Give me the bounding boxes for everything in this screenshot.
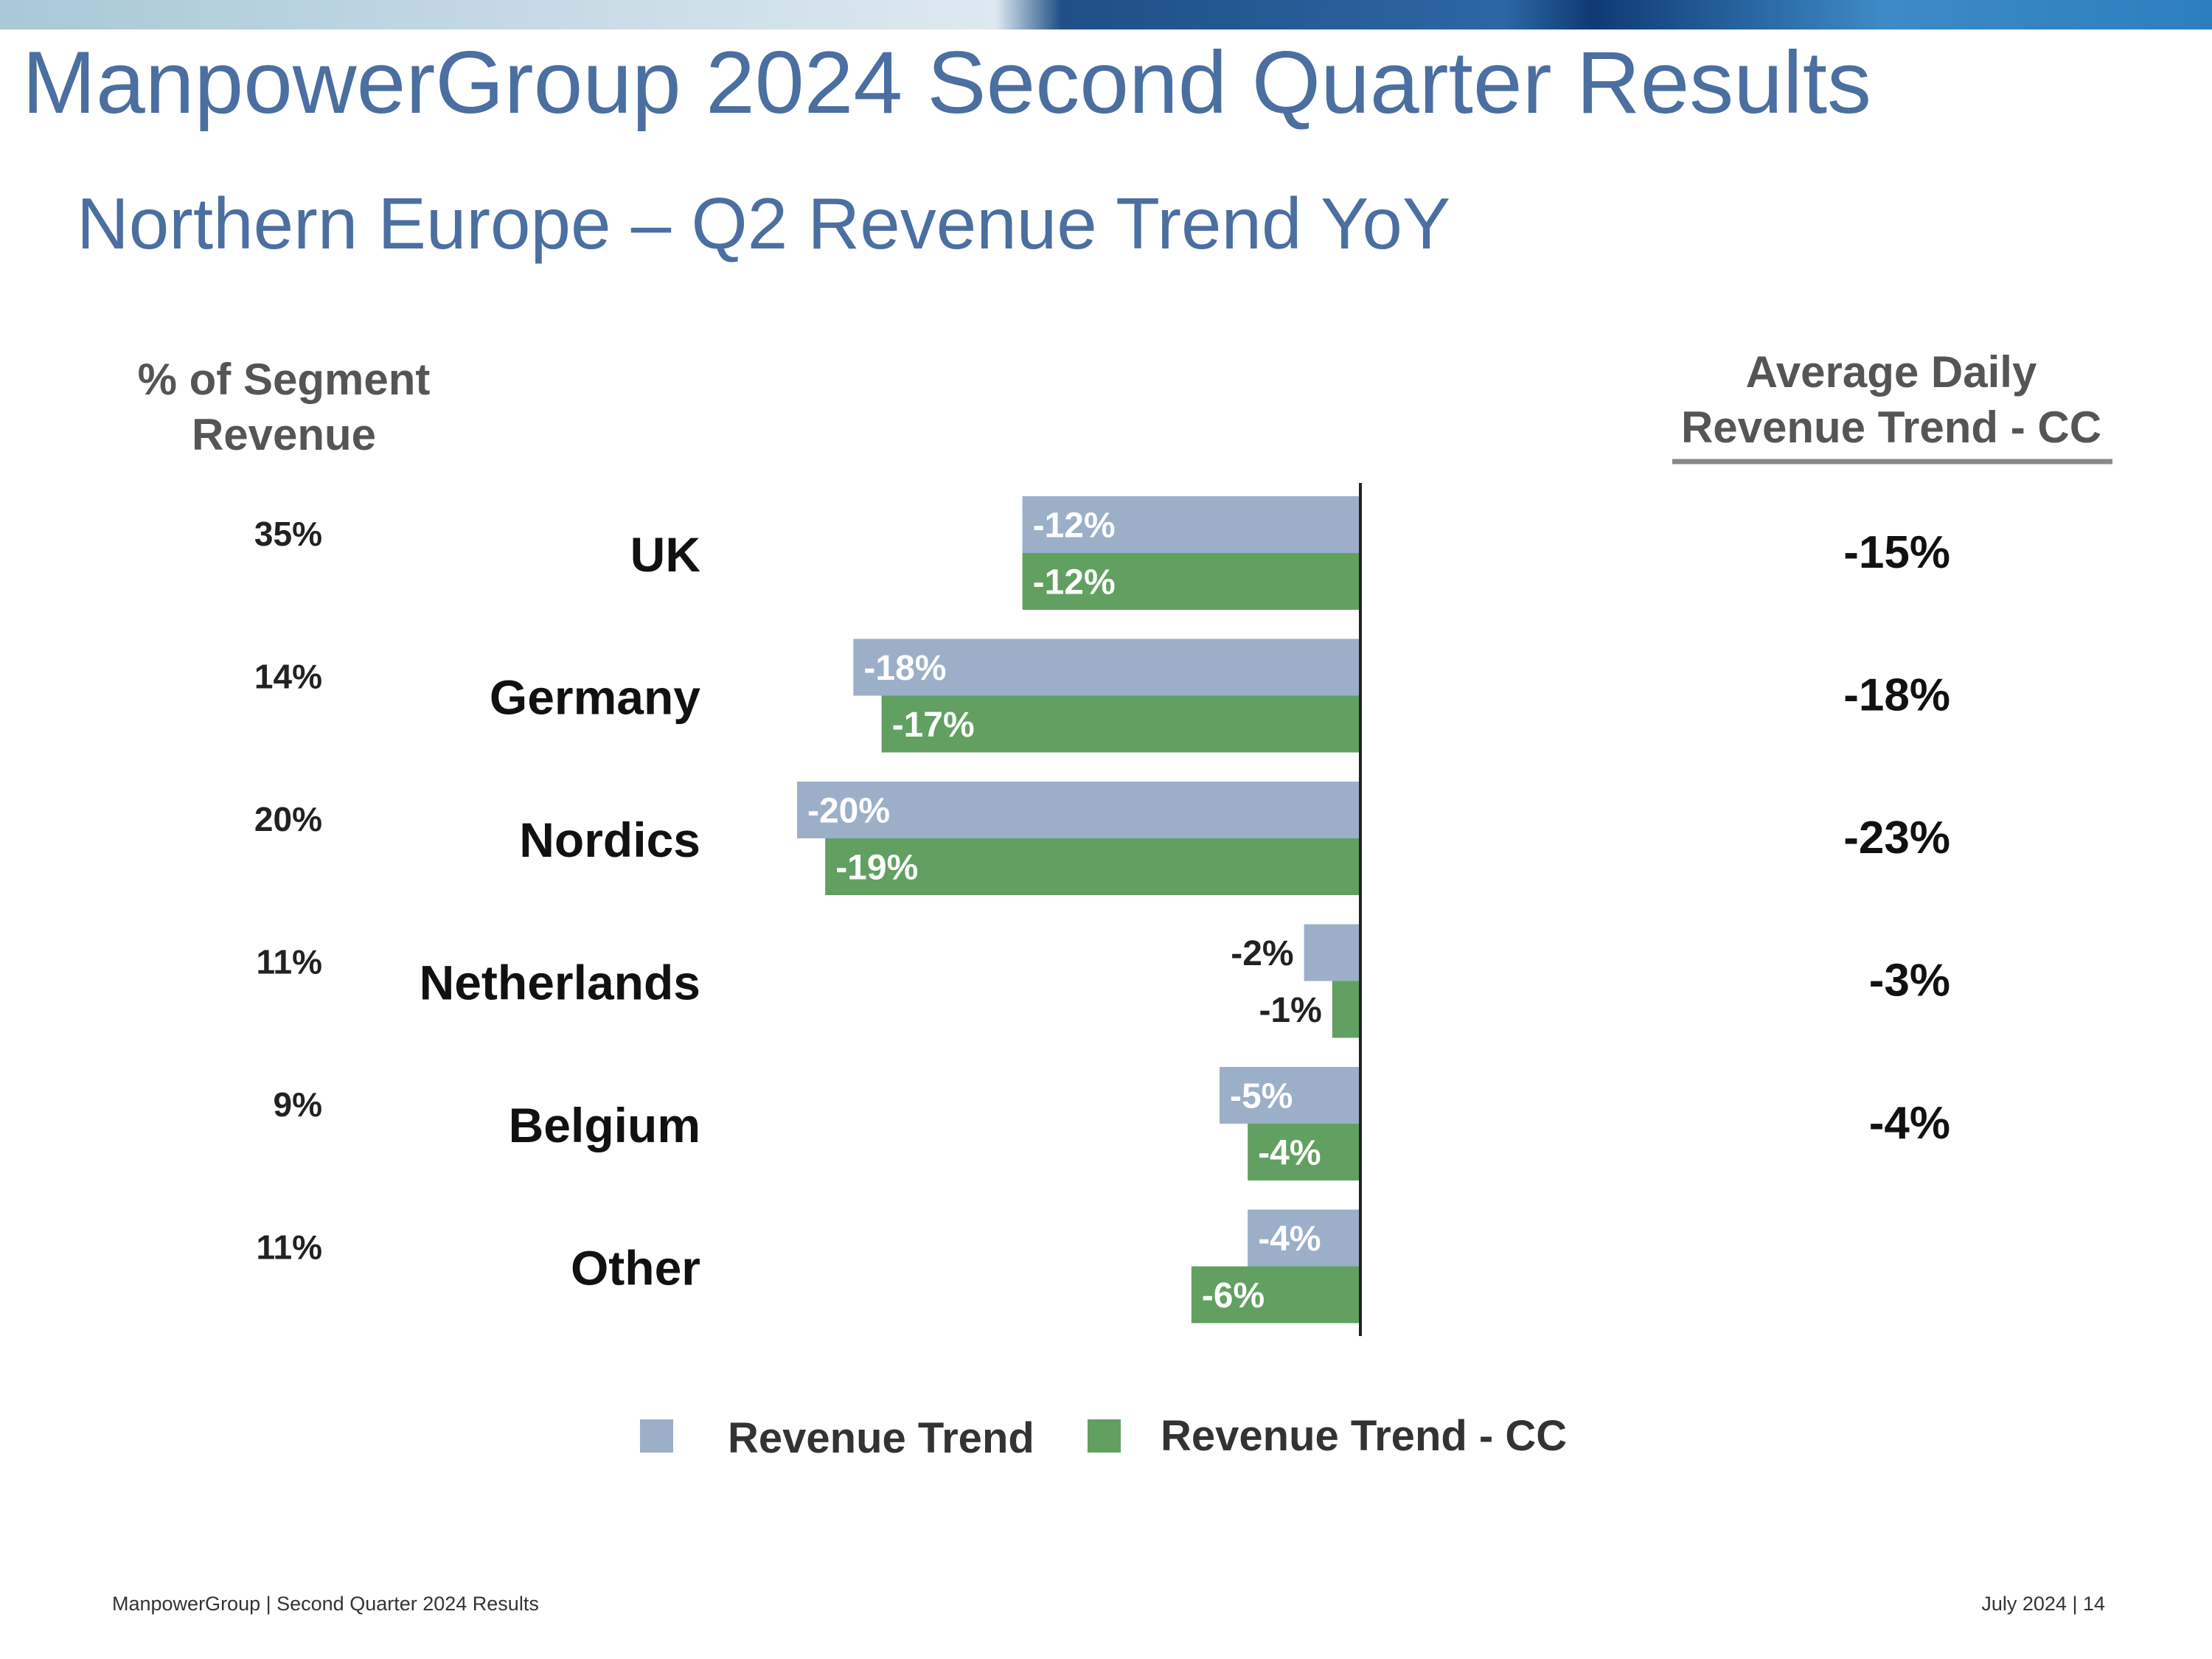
bar-data-label: -1% [1259, 991, 1321, 1030]
avg-daily-value: -4% [1869, 1098, 1950, 1149]
avg-daily-value: -18% [1843, 670, 1950, 721]
bar-revenue-trend [797, 782, 1360, 838]
bar-data-label: -17% [892, 706, 975, 745]
bar-data-label: -4% [1258, 1134, 1321, 1173]
category-label: Germany [490, 670, 700, 725]
legend: Revenue Trend Revenue Trend - CC [640, 1412, 1567, 1462]
bar-data-label: -20% [807, 792, 890, 831]
bar-revenue-trend-cc [825, 838, 1360, 895]
chart-row-nordics: 20% Nordics -23% -20% -19% [254, 782, 1950, 895]
category-label: Netherlands [420, 956, 700, 1010]
bar-revenue-trend-cc [1022, 553, 1360, 610]
bar-data-label: -18% [863, 649, 946, 688]
bar-data-label: -12% [1033, 507, 1116, 546]
bar-revenue-trend [1304, 924, 1360, 981]
avg-daily-header-line-2: Revenue Trend - CC [1681, 403, 2101, 452]
segment-pct-label: 20% [254, 800, 322, 838]
segment-pct-label: 11% [256, 943, 322, 981]
bar-revenue-trend-cc [881, 695, 1360, 753]
category-label: Nordics [519, 813, 700, 867]
category-label: Other [571, 1241, 700, 1295]
segment-revenue-header: % of Segment Revenue [138, 355, 431, 459]
bar-revenue-trend [1022, 496, 1360, 553]
bar-data-label: -12% [1033, 563, 1116, 602]
top-banner [0, 0, 2212, 29]
bar-revenue-trend [1248, 1209, 1360, 1267]
legend-swatch-revenue-trend-cc [1088, 1419, 1121, 1453]
chart-row-germany: 14% Germany -18% -18% -17% [254, 639, 1950, 753]
bar-data-label: -19% [835, 849, 918, 888]
bar-revenue-trend-cc [1191, 1266, 1360, 1324]
chart-subtitle: Northern Europe – Q2 Revenue Trend YoY [77, 183, 1451, 264]
chart-row-belgium: 9% Belgium -4% -5% -4% [274, 1067, 1950, 1180]
avg-daily-header: Average Daily Revenue Trend - CC [1672, 347, 2112, 465]
avg-daily-header-line-1: Average Daily [1746, 347, 2037, 397]
category-label: UK [630, 527, 701, 582]
bar-revenue-trend-cc [1332, 981, 1360, 1038]
category-label: Belgium [509, 1098, 700, 1152]
segment-header-line-2: Revenue [192, 410, 376, 459]
bar-revenue-trend [853, 639, 1360, 696]
bar-data-label: -4% [1258, 1220, 1321, 1259]
avg-daily-value: -23% [1843, 813, 1950, 863]
page-title: ManpowerGroup 2024 Second Quarter Result… [22, 33, 1872, 132]
chart-row-uk: 35% UK -15% -12% -12% [254, 496, 1950, 610]
chart-row-netherlands: 11% Netherlands -3% -2% -1% [256, 924, 1950, 1038]
segment-pct-label: 9% [274, 1085, 322, 1124]
segment-pct-label: 14% [254, 658, 322, 696]
legend-swatch-revenue-trend [640, 1419, 673, 1453]
bar-revenue-trend-cc [1248, 1124, 1360, 1180]
bar-data-label: -5% [1230, 1077, 1293, 1116]
footer-left: ManpowerGroup | Second Quarter 2024 Resu… [112, 1593, 539, 1615]
legend-label-revenue-trend-cc: Revenue Trend - CC [1161, 1412, 1567, 1460]
chart-row-other: 11% Other -4% -6% [256, 1209, 1360, 1324]
avg-daily-value: -15% [1843, 527, 1950, 578]
bar-revenue-trend [1220, 1067, 1360, 1124]
segment-pct-label: 11% [256, 1228, 322, 1267]
legend-label-revenue-trend: Revenue Trend [728, 1414, 1034, 1462]
footer-right: July 2024 | 14 [1981, 1593, 2105, 1615]
avg-daily-value: -3% [1869, 956, 1950, 1006]
bar-data-label: -2% [1231, 934, 1293, 973]
segment-pct-label: 35% [254, 515, 322, 553]
bar-data-label: -6% [1202, 1276, 1265, 1315]
segment-header-line-1: % of Segment [138, 355, 431, 404]
